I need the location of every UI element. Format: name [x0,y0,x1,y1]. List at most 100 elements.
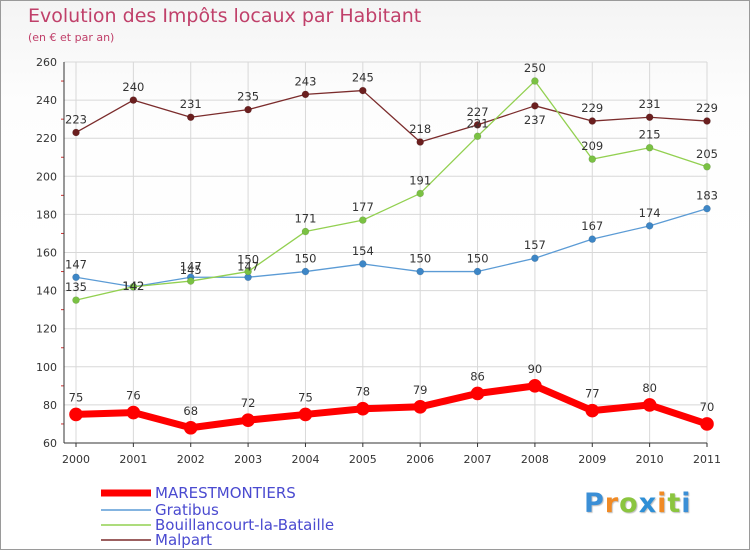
data-point [416,189,424,198]
data-label: 150 [237,253,259,267]
series-line [75,80,708,301]
data-point [645,113,654,122]
y-tick-label: 180 [36,208,57,221]
logo-letter: o [619,488,639,519]
data-label: 75 [69,390,84,404]
chart-title: Evolution des Impôts locaux par Habitant [28,5,422,27]
data-label: 154 [352,244,374,258]
data-point [416,138,424,146]
data-point [359,86,367,95]
logo-letter: i [681,488,692,519]
data-point [298,407,313,422]
data-label: 250 [524,61,546,75]
y-tick-label: 100 [36,361,57,374]
data-point [470,386,485,401]
data-point [473,267,482,276]
y-tick-label: 140 [36,285,57,298]
data-point [645,222,654,230]
data-label: 243 [294,74,316,88]
x-tick-label: 2007 [464,453,492,466]
data-point [703,117,711,125]
data-label: 240 [122,80,144,94]
data-point [703,204,711,213]
axes: 60 80 100 120 140 160 180 200 220 240 260 2000 2001 2… [36,56,721,466]
grid-lines [64,61,708,443]
data-point [416,267,424,276]
x-tick-label: 2009 [578,453,606,466]
legend: MARESTMONTIERSGratibusBouillancourt-la-B… [101,484,334,549]
series-line [72,382,711,432]
data-label: 135 [65,280,87,294]
y-tick-label: 60 [43,437,57,450]
data-label: 75 [298,390,313,404]
data-point [359,216,367,224]
data-label: 229 [581,101,603,115]
data-point [645,143,654,152]
data-point [356,401,370,416]
data-label: 70 [700,400,715,414]
data-point [186,277,195,285]
data-point [72,273,80,282]
proxiti-logo-text: Proxiti [584,488,692,519]
logo-letter: t [667,488,682,519]
x-tick-label: 2003 [234,453,262,466]
data-label: 223 [65,112,87,126]
data-point [126,405,141,420]
data-point [244,105,252,114]
data-label: 72 [241,396,256,410]
x-tick-label: 2011 [693,453,721,466]
data-label: 229 [696,101,718,115]
y-tick-label: 220 [36,132,57,145]
chart-subtitle: (en € et par an) [28,31,115,44]
data-label: 231 [180,97,202,111]
y-tick-label: 260 [36,56,57,69]
data-label: 215 [639,128,661,142]
series-line [75,89,708,143]
data-label: 142 [122,279,144,293]
data-point [301,90,310,99]
series-line [75,208,708,288]
legend-label: Bouillancourt-la-Bataille [155,516,334,534]
data-label: 147 [65,257,87,271]
data-point [413,400,427,414]
data-point [129,282,138,291]
data-point [301,227,310,236]
y-tick-label: 200 [36,170,57,183]
y-tick-label: 80 [43,399,57,412]
data-point [531,77,539,85]
legend-label: Malpart [155,531,212,549]
data-label: 77 [585,387,600,401]
data-label: 245 [352,71,374,85]
data-label: 183 [696,189,718,203]
y-tick-label: 240 [36,94,57,107]
data-label: 147 [237,259,259,273]
data-point [72,128,80,137]
legend-label: Gratibus [155,501,219,519]
x-tick-label: 2005 [349,453,377,466]
data-point [69,407,83,422]
data-point [473,132,482,141]
data-point [473,121,482,129]
data-label: 90 [528,362,543,376]
data-label: 235 [237,90,259,104]
x-tick-label: 2002 [177,453,205,466]
data-label: 231 [639,97,661,111]
data-label: 142 [122,279,144,293]
data-label: 79 [413,383,428,397]
data-point [588,117,597,125]
logo-letter: P [584,488,605,519]
data-label: 157 [524,238,546,252]
data-point [528,379,542,393]
data-label: 218 [409,122,431,136]
data-point [588,235,597,243]
data-label: 167 [581,219,603,233]
data-point [531,254,539,263]
legend-label: MARESTMONTIERS [155,484,296,502]
data-point [700,417,714,431]
data-point [642,398,657,412]
logo-letter: x [638,488,658,519]
data-label: 150 [409,252,431,266]
x-tick-label: 2001 [119,453,147,466]
